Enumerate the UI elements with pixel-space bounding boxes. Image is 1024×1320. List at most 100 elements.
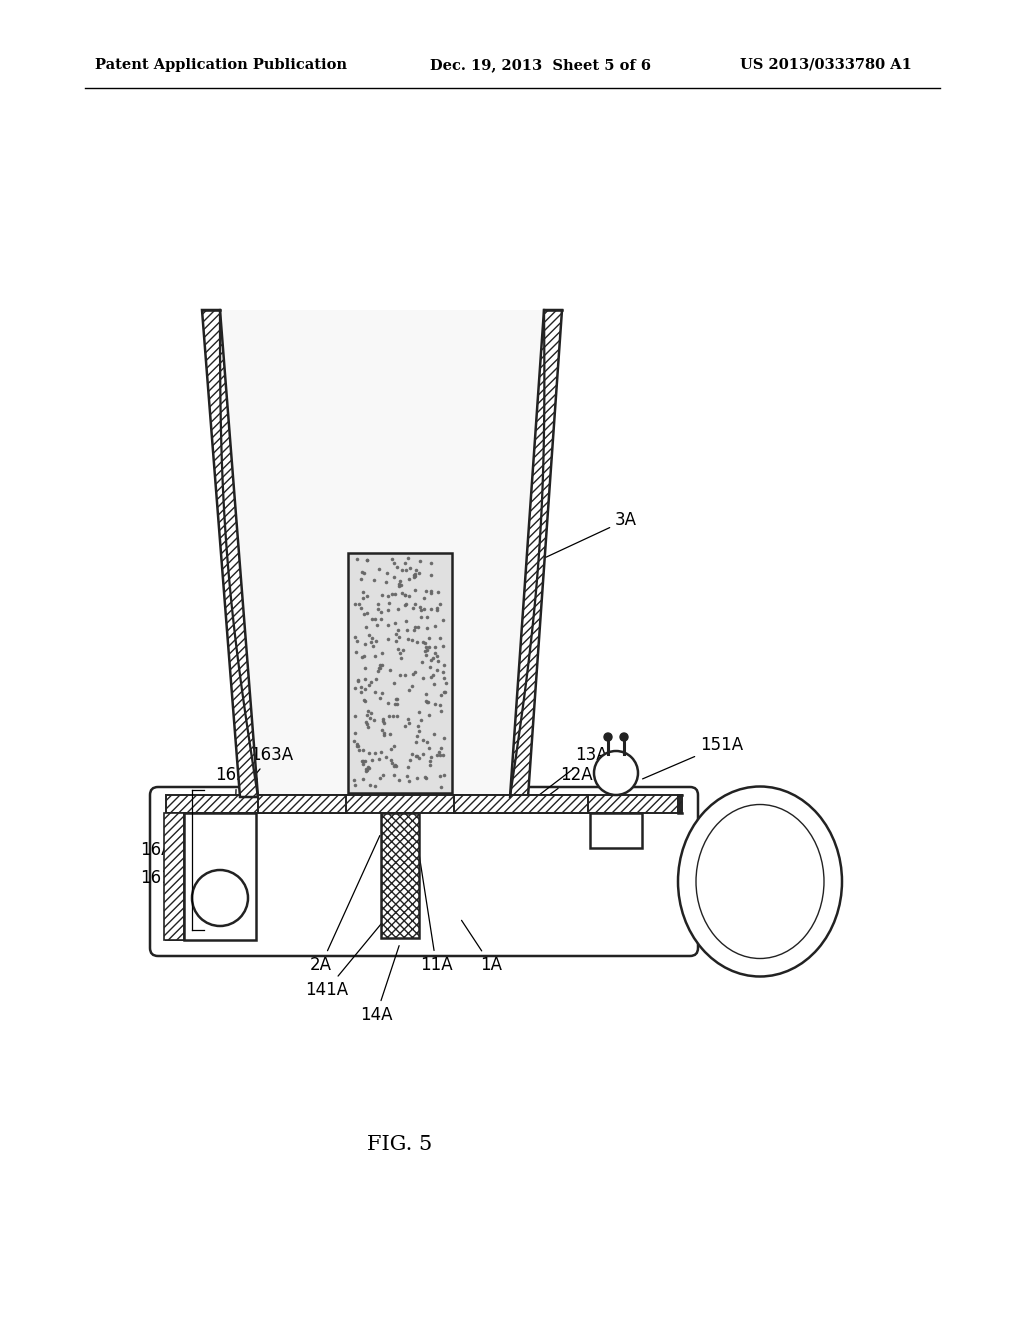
Point — [353, 645, 370, 667]
Point — [351, 593, 368, 614]
Point — [358, 550, 375, 572]
Point — [426, 723, 442, 744]
Point — [351, 739, 368, 760]
Point — [346, 774, 362, 795]
Point — [350, 669, 367, 690]
Point — [422, 656, 438, 677]
Point — [393, 574, 410, 595]
Polygon shape — [164, 813, 184, 940]
Text: US 2013/0333780 A1: US 2013/0333780 A1 — [740, 58, 912, 73]
Point — [371, 558, 387, 579]
Point — [359, 602, 376, 623]
Point — [399, 756, 416, 777]
Polygon shape — [454, 795, 588, 813]
Point — [375, 764, 391, 785]
Point — [372, 655, 388, 676]
Point — [378, 747, 394, 768]
Point — [355, 562, 372, 583]
Point — [355, 582, 372, 603]
Point — [435, 610, 452, 631]
Point — [400, 771, 417, 792]
Point — [358, 760, 375, 781]
Point — [386, 755, 402, 776]
Point — [370, 598, 386, 619]
Point — [372, 688, 388, 709]
Point — [426, 615, 442, 636]
Point — [428, 645, 444, 667]
Point — [420, 692, 436, 713]
Point — [392, 570, 409, 591]
Point — [399, 619, 416, 640]
Point — [372, 768, 388, 789]
Point — [347, 705, 364, 726]
Point — [358, 758, 375, 779]
Point — [408, 579, 424, 601]
Text: 11A: 11A — [416, 830, 453, 974]
Point — [418, 636, 434, 657]
Point — [423, 564, 439, 585]
Point — [415, 631, 431, 652]
Point — [429, 597, 445, 618]
Point — [353, 677, 370, 698]
Circle shape — [193, 870, 248, 927]
Point — [419, 692, 435, 713]
Point — [381, 593, 397, 614]
Point — [399, 708, 416, 729]
Point — [387, 754, 403, 775]
Point — [389, 689, 406, 710]
Point — [383, 738, 399, 759]
Point — [401, 557, 418, 578]
Point — [392, 642, 409, 663]
Point — [432, 694, 449, 715]
Point — [360, 756, 377, 777]
Point — [348, 733, 365, 754]
Point — [359, 759, 376, 780]
Point — [364, 750, 380, 771]
Point — [370, 660, 386, 681]
Point — [423, 552, 439, 573]
Point — [390, 627, 407, 648]
Point — [432, 701, 449, 722]
Point — [418, 767, 434, 788]
Text: 16A: 16A — [140, 841, 172, 859]
Point — [355, 603, 372, 624]
Point — [406, 565, 422, 586]
Point — [348, 642, 365, 663]
Point — [435, 744, 452, 766]
Polygon shape — [166, 813, 184, 940]
Point — [367, 681, 383, 702]
Point — [358, 711, 375, 733]
Text: 163A: 163A — [243, 746, 293, 789]
Point — [433, 776, 450, 797]
Point — [353, 561, 370, 582]
Point — [373, 742, 389, 763]
Point — [386, 566, 402, 587]
Text: FIG. 5: FIG. 5 — [368, 1135, 432, 1155]
Point — [347, 593, 364, 614]
Point — [368, 630, 384, 651]
Point — [393, 560, 410, 581]
Point — [419, 607, 435, 628]
Point — [413, 606, 429, 627]
Point — [357, 690, 374, 711]
Point — [404, 598, 421, 619]
Text: 2A: 2A — [310, 836, 380, 974]
Point — [421, 636, 437, 657]
Point — [367, 709, 383, 730]
Point — [427, 643, 443, 664]
Point — [391, 576, 408, 597]
Bar — [348, 553, 452, 793]
Bar — [184, 813, 256, 940]
Point — [426, 693, 442, 714]
Point — [376, 722, 392, 743]
Point — [430, 651, 446, 672]
Point — [388, 623, 404, 644]
Circle shape — [620, 733, 628, 741]
Point — [425, 648, 441, 669]
Point — [355, 768, 372, 789]
Point — [415, 743, 431, 764]
Point — [367, 609, 383, 630]
Point — [374, 719, 390, 741]
Point — [385, 706, 401, 727]
Point — [397, 715, 414, 737]
